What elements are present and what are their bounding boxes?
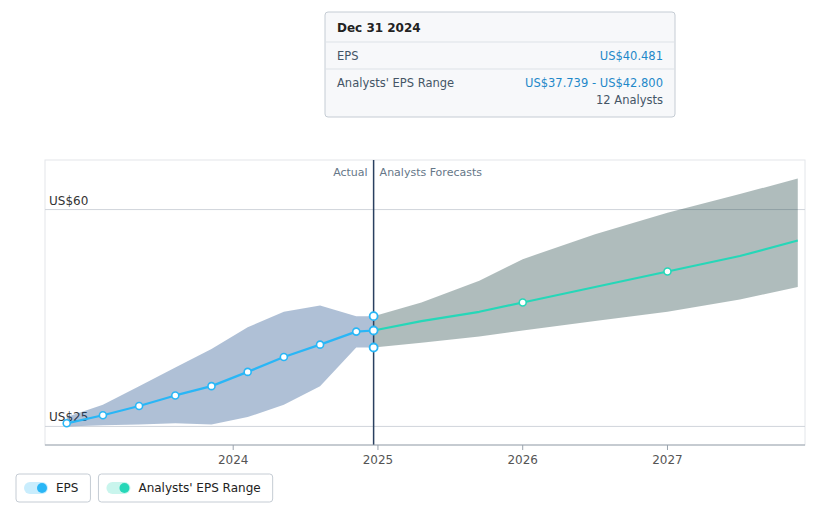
divider-label: Actual (333, 166, 367, 179)
tooltip-value: US$40.481 (600, 49, 663, 63)
grid-line (45, 426, 805, 427)
x-tick-label: 2026 (507, 453, 538, 467)
range-band (374, 179, 798, 348)
tooltip-box (325, 12, 675, 117)
divider-group (373, 160, 374, 445)
eps-marker (280, 354, 287, 361)
x-axis (45, 445, 805, 446)
tooltip-label: EPS (337, 49, 359, 63)
eps-marker (136, 402, 143, 409)
divider-marker (370, 343, 378, 351)
legend-item: Analysts' EPS Range (98, 474, 272, 502)
tooltip-divider (325, 42, 675, 43)
eps-line (67, 330, 374, 423)
legend-label: EPS (56, 481, 78, 495)
eps-marker (208, 383, 215, 390)
bands (67, 179, 798, 427)
legend-toggle (24, 482, 48, 494)
legend-toggle (106, 482, 130, 494)
eps-marker (519, 299, 526, 306)
plot-data (63, 160, 798, 445)
y-tick-label: US$60 (49, 194, 88, 208)
eps-marker (353, 328, 360, 335)
tooltip-note: 12 Analysts (596, 93, 663, 107)
eps-marker (317, 341, 324, 348)
divider-marker (370, 312, 378, 320)
tooltip: Dec 31 2024 EPS US$40.481 Analysts' EPS Ran… (325, 12, 675, 117)
eps-marker (172, 392, 179, 399)
plot-frame (45, 160, 805, 445)
markers (63, 268, 671, 427)
divider-line (373, 160, 375, 445)
eps-marker (244, 368, 251, 375)
legend-box (16, 474, 90, 502)
eps-marker (99, 412, 106, 419)
tooltip-label: Analysts' EPS Range (337, 76, 454, 90)
tooltip-divider (325, 69, 675, 70)
eps-marker (664, 268, 671, 275)
x-tick-label: 2027 (652, 453, 683, 467)
divider-marker (370, 326, 378, 334)
range-band (67, 306, 374, 427)
divider-label: Analysts Forecasts (380, 166, 483, 179)
legend-label: Analysts' EPS Range (138, 481, 260, 495)
chart: US$25US$60ActualAnalysts Forecasts202420… (0, 0, 821, 520)
legend-item: EPS (16, 474, 90, 502)
eps-marker (63, 420, 70, 427)
legend: EPS Analysts' EPS Range (16, 474, 273, 502)
legend-swatch (37, 483, 47, 493)
x-tick (377, 445, 378, 450)
background (0, 0, 821, 520)
x-tick (522, 445, 523, 450)
lines (67, 241, 798, 424)
x-tick-label: 2025 (363, 453, 394, 467)
tooltip-value: US$37.739 - US$42.800 (525, 76, 663, 90)
x-tick (667, 445, 668, 450)
eps-line (374, 241, 798, 331)
tooltip-title: Dec 31 2024 (337, 21, 421, 35)
legend-swatch (119, 483, 129, 493)
legend-box (98, 474, 272, 502)
x-tick (233, 445, 234, 450)
x-tick-label: 2024 (218, 453, 249, 467)
